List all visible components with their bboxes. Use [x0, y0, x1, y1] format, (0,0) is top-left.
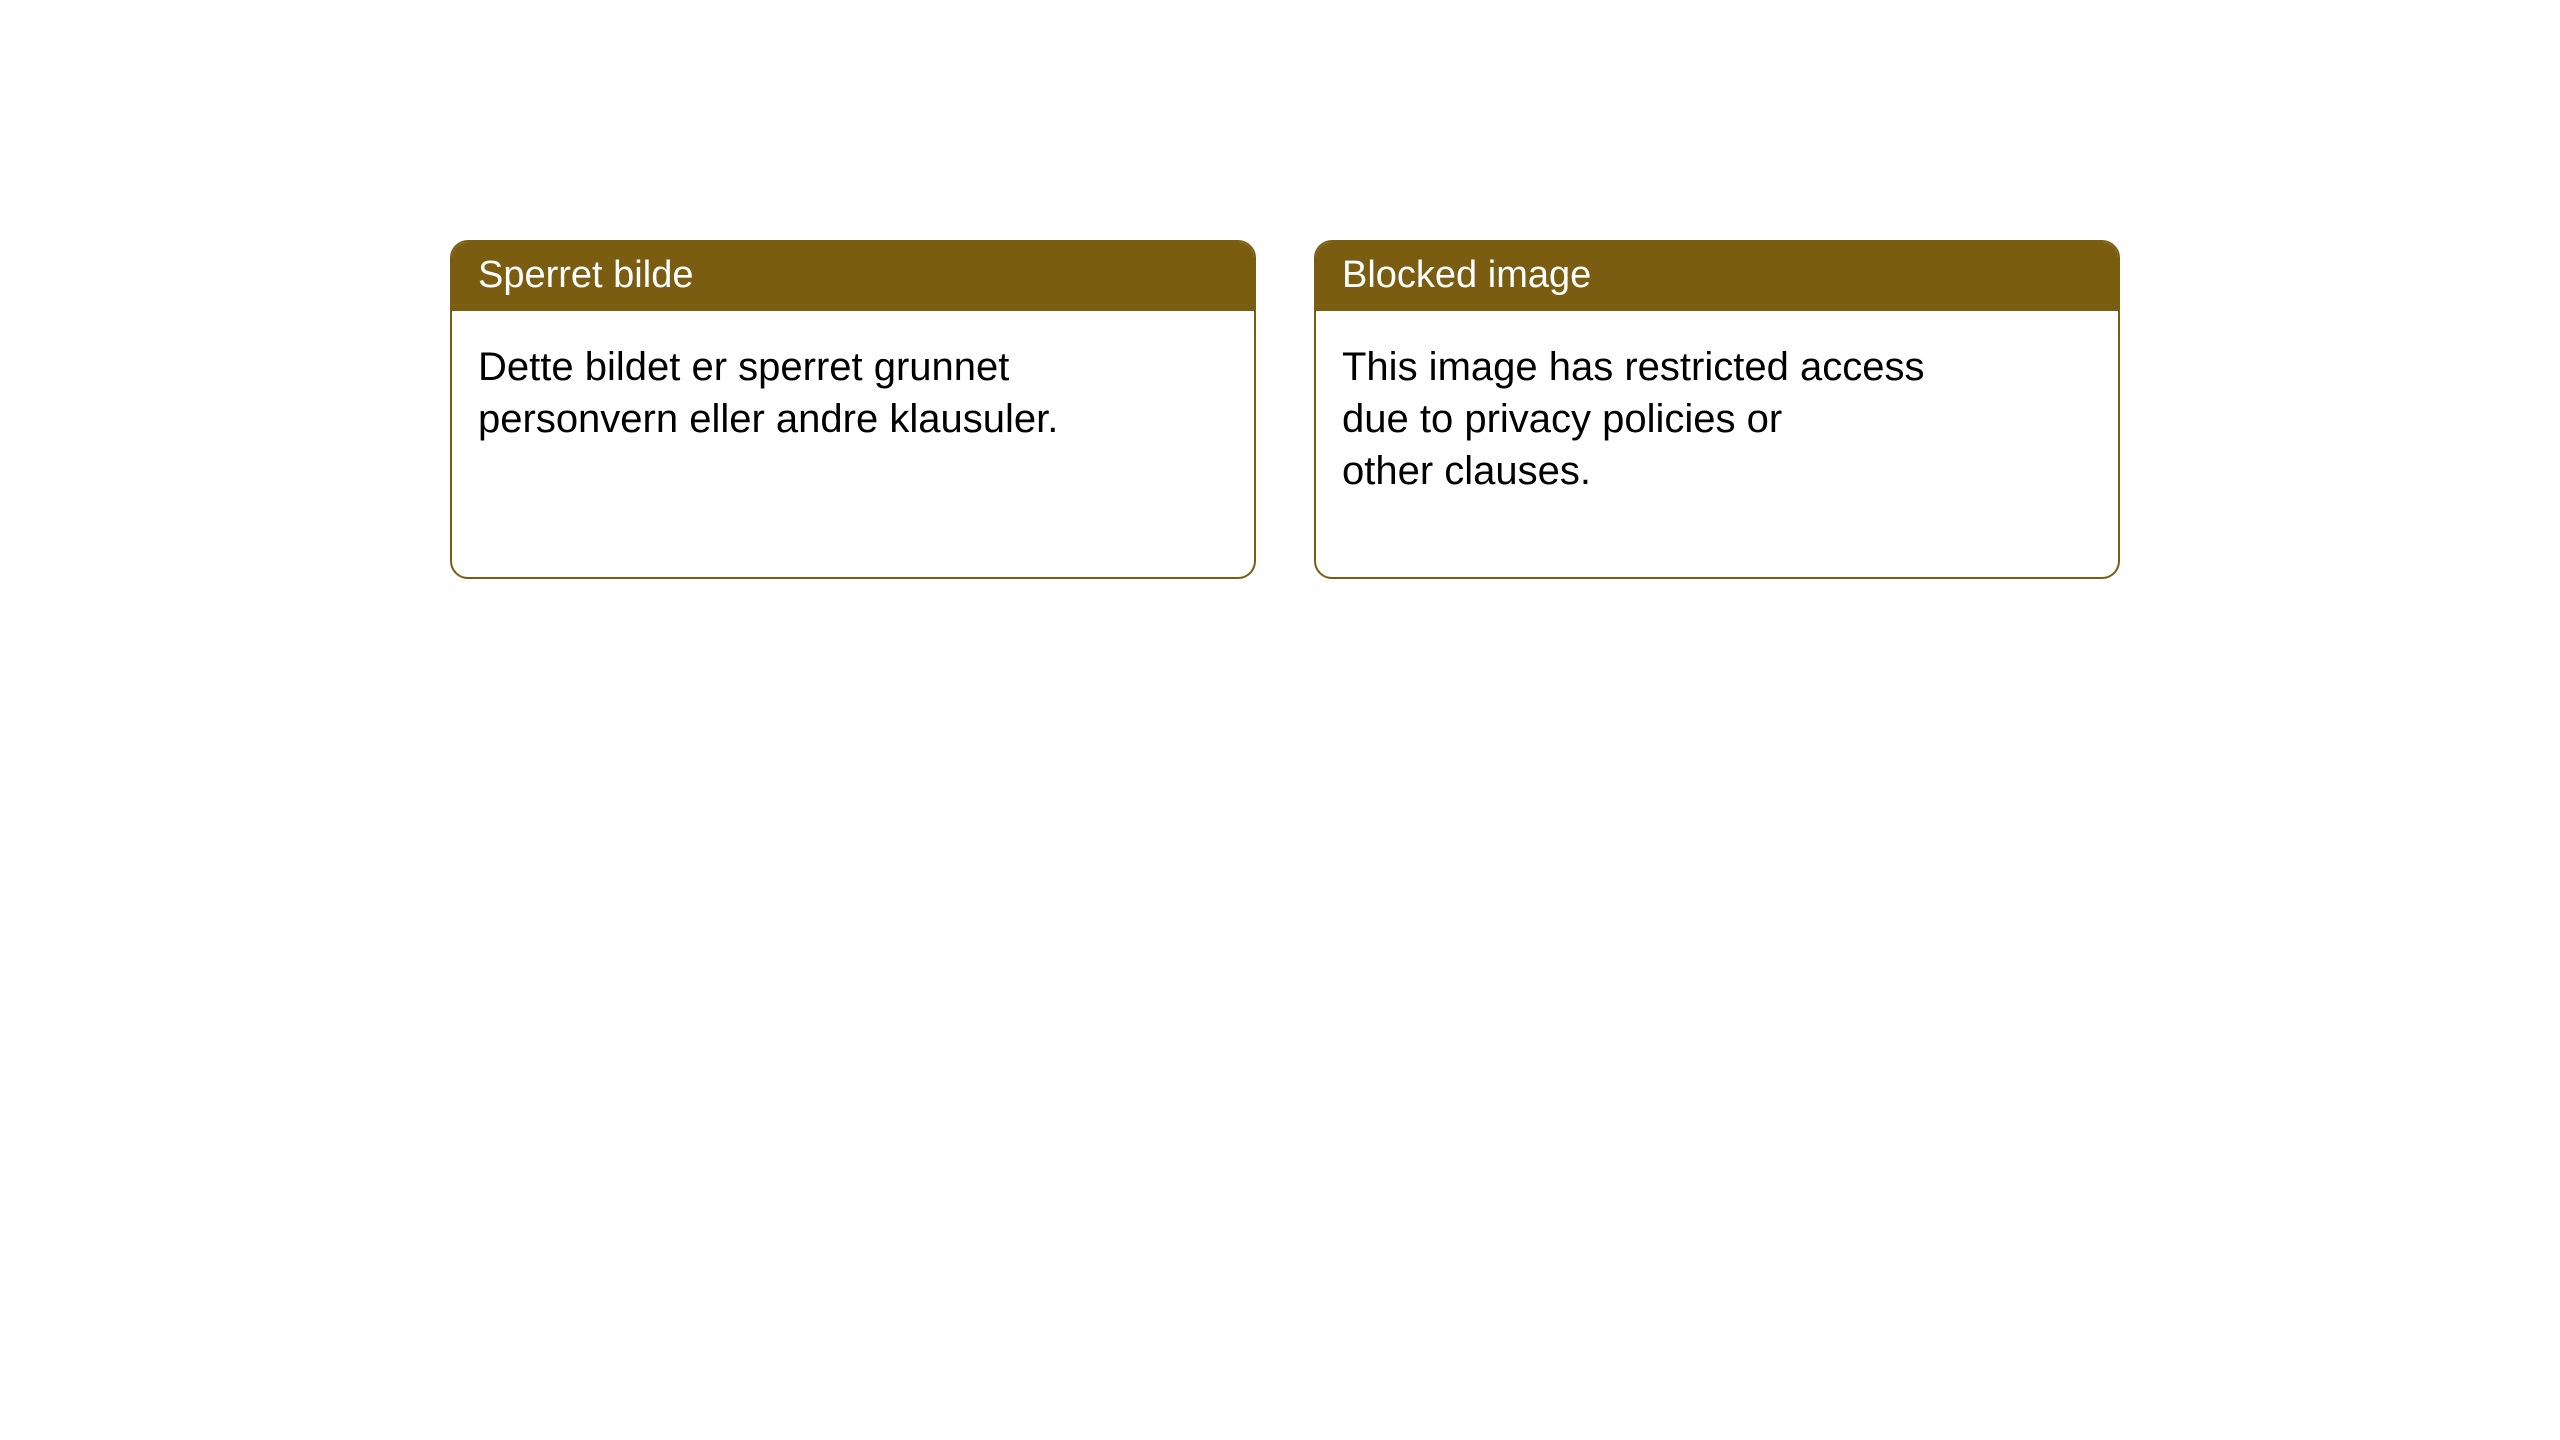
notice-container: Sperret bilde Dette bildet er sperret gr…	[0, 0, 2560, 579]
notice-card-norwegian: Sperret bilde Dette bildet er sperret gr…	[450, 240, 1256, 579]
notice-body-norwegian: Dette bildet er sperret grunnet personve…	[452, 311, 1254, 525]
notice-card-english: Blocked image This image has restricted …	[1314, 240, 2120, 579]
notice-title-english: Blocked image	[1316, 242, 2118, 311]
notice-body-english: This image has restricted access due to …	[1316, 311, 2118, 577]
notice-title-norwegian: Sperret bilde	[452, 242, 1254, 311]
